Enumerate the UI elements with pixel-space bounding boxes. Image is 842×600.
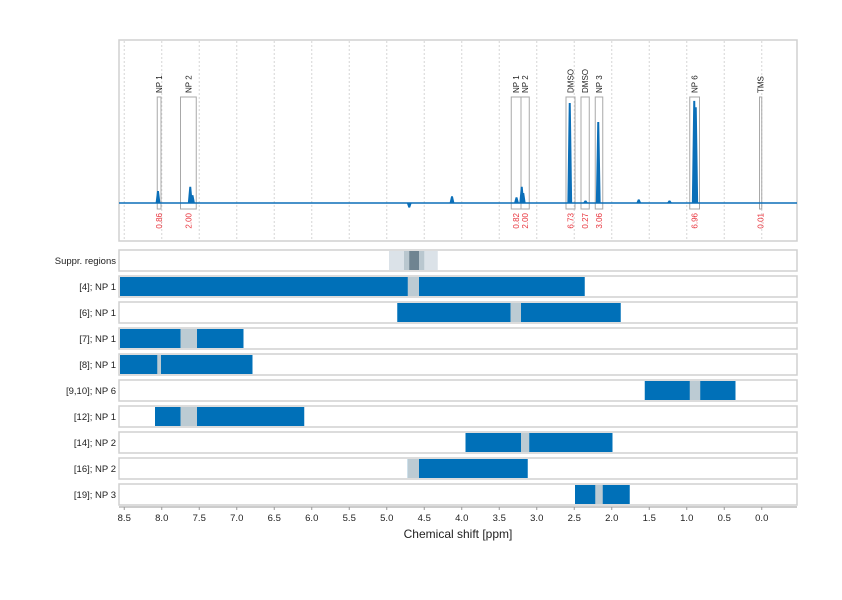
spectrum-peak — [406, 202, 412, 208]
region-label: DMSO — [567, 69, 576, 93]
region-label: NP 6 — [691, 75, 700, 93]
integral-value: 6.73 — [567, 212, 576, 228]
spectrum-peak — [514, 197, 519, 204]
row-label: [12]; NP 1 — [74, 412, 116, 423]
integral-value: 2.00 — [521, 212, 530, 228]
integral-value: 3.06 — [595, 212, 604, 228]
integration-region-box — [689, 96, 700, 210]
region-bar-highlight — [180, 329, 197, 348]
spectrum: NP 1 0.86 NP 2 2.00 NP 1 0.82 NP 2 2.00 DMSO 6.73… — [119, 69, 797, 229]
x-axis-label: Chemical shift [ppm] — [404, 527, 513, 541]
row-panel — [118, 353, 798, 376]
x-tick-label: 8.5 — [118, 513, 131, 524]
x-tick-label: 1.5 — [643, 513, 656, 524]
region-bar — [120, 355, 253, 374]
region-label: NP 2 — [521, 75, 530, 93]
region-label: NP 3 — [595, 75, 604, 93]
region-bar-highlight — [407, 459, 419, 478]
integration-region-box — [580, 96, 590, 210]
region-bar-highlight — [521, 433, 530, 452]
x-tick-label: 6.0 — [305, 513, 318, 524]
row-panel — [118, 327, 798, 350]
row-label: [9,10]; NP 6 — [66, 386, 116, 397]
integral-value: 2.00 — [184, 212, 193, 228]
integration-region-box — [156, 96, 162, 210]
integral-value: 0.01 — [757, 212, 766, 228]
region-bar — [407, 459, 528, 478]
spectrum-peak — [155, 190, 161, 204]
region-label: NP 1 — [512, 75, 521, 93]
region-label: NP 1 — [155, 75, 164, 93]
region-bar-highlight — [510, 303, 521, 322]
region-bar — [465, 433, 613, 452]
x-tick-label: 2.0 — [605, 513, 618, 524]
row-label: [6]; NP 1 — [79, 308, 116, 319]
integration-region-box — [759, 96, 763, 210]
x-tick-label: 7.0 — [230, 513, 243, 524]
region-label: TMS — [757, 76, 766, 93]
region-bar-highlight — [689, 381, 701, 400]
x-tick-label: 5.5 — [343, 513, 356, 524]
spectrum-peak — [449, 196, 455, 204]
x-tick-label: 2.5 — [568, 513, 581, 524]
x-tick-label: 0.0 — [755, 513, 768, 524]
region-bar-highlight — [407, 277, 419, 296]
x-tick-label: 4.0 — [455, 513, 468, 524]
spectrum-peak — [567, 102, 573, 204]
row-panel — [118, 483, 798, 506]
region-bar-highlight — [180, 407, 197, 426]
integration-region-box — [510, 96, 522, 210]
x-axis: 8.5 8.0 7.5 7.0 6.5 6.0 5.5 5.0 4.5 4.0 3.5 3.0 2.5 2… — [118, 506, 797, 524]
region-bar — [397, 303, 621, 322]
region-bar — [120, 277, 585, 296]
suppressed-band — [409, 251, 419, 270]
row-label: Suppr. regions — [55, 256, 117, 267]
row-label: [14]; NP 2 — [74, 438, 116, 449]
grid — [123, 41, 763, 240]
integral-value: 6.96 — [691, 212, 700, 228]
row-panel — [118, 431, 798, 454]
integration-region-box — [565, 96, 576, 210]
x-tick-label: 7.5 — [193, 513, 206, 524]
region-label: DMSO — [581, 69, 590, 93]
x-tick-label: 3.0 — [530, 513, 543, 524]
x-tick-label: 6.5 — [268, 513, 281, 524]
spectrum-peak — [667, 200, 672, 204]
region-bar-highlight — [157, 355, 161, 374]
region-label: NP 2 — [184, 75, 193, 93]
region-bar — [155, 407, 305, 426]
x-tick-label: 4.5 — [418, 513, 431, 524]
x-tick-label: 5.0 — [380, 513, 393, 524]
spectrum-peak — [693, 107, 699, 204]
x-tick-label: 8.0 — [155, 513, 168, 524]
integral-value: 0.82 — [512, 212, 521, 228]
spectrum-panel — [118, 39, 798, 242]
row-label: [16]; NP 2 — [74, 464, 116, 475]
spectrum-peak — [520, 193, 526, 204]
spectrum-peak — [636, 199, 642, 204]
x-tick-label: 1.0 — [680, 513, 693, 524]
row-label: [7]; NP 1 — [79, 334, 116, 345]
row-label: [4]; NP 1 — [79, 282, 116, 293]
region-bar-highlight — [595, 485, 603, 504]
spectrum-peak — [190, 195, 195, 204]
x-tick-label: 0.5 — [718, 513, 731, 524]
row-label: [8]; NP 1 — [79, 360, 116, 371]
spectrum-peak — [595, 122, 601, 204]
integral-value: 0.27 — [581, 212, 590, 228]
integration-region-box — [180, 96, 197, 210]
spectrum-peak — [583, 200, 588, 204]
row-panel — [118, 379, 798, 402]
integral-value: 0.86 — [155, 212, 164, 228]
integration-region-box — [520, 96, 530, 210]
x-tick-label: 3.5 — [493, 513, 506, 524]
integration-region-box — [594, 96, 604, 210]
region-rows: Suppr. regions [4]; NP 1 [6]; NP 1 [7]; NP … — [55, 249, 798, 506]
row-panel — [118, 249, 798, 272]
row-label: [19]; NP 3 — [74, 490, 116, 501]
